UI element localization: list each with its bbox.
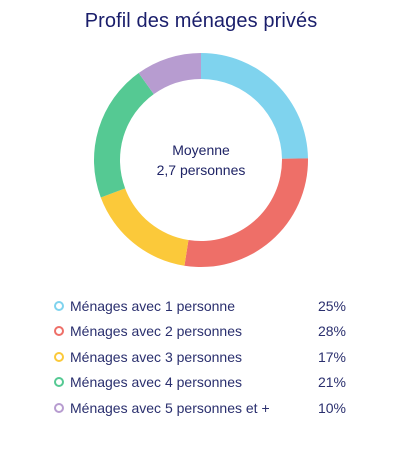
- legend-item: Ménages avec 1 personne 25%: [54, 293, 346, 319]
- donut-chart: [89, 48, 313, 272]
- legend-item: Ménages avec 4 personnes 21%: [54, 370, 346, 396]
- legend-label: Ménages avec 1 personne: [70, 297, 235, 314]
- legend-value: 10%: [317, 399, 346, 416]
- legend-item: Ménages avec 3 personnes 17%: [54, 344, 346, 370]
- legend-marker-icon: [54, 300, 64, 311]
- legend-label: Ménages avec 5 personnes et +: [70, 399, 270, 416]
- legend-label: Ménages avec 3 personnes: [70, 348, 242, 365]
- legend-value: 28%: [317, 323, 346, 340]
- legend-label: Ménages avec 2 personnes: [70, 323, 242, 340]
- legend-label: Ménages avec 4 personnes: [70, 374, 242, 391]
- donut-segment-3: [100, 188, 189, 266]
- donut-segment-5: [138, 53, 201, 95]
- legend-marker-icon: [54, 351, 64, 362]
- legend-value: 17%: [317, 348, 346, 365]
- legend-value: 21%: [317, 374, 346, 391]
- legend-value: 25%: [317, 297, 346, 314]
- legend-item: Ménages avec 5 personnes et + 10%: [54, 395, 346, 421]
- donut-segment-1: [201, 53, 308, 159]
- donut-segment-4: [93, 73, 154, 198]
- legend-marker-icon: [54, 326, 64, 337]
- donut-svg: [93, 53, 308, 267]
- donut-segment-2: [184, 158, 308, 267]
- legend-marker-icon: [54, 402, 64, 413]
- chart-legend: Ménages avec 1 personne 25% Ménages avec 2…: [54, 293, 346, 421]
- legend-item: Ménages avec 2 personnes 28%: [54, 319, 346, 345]
- center-label-title: Moyenne: [172, 142, 230, 158]
- donut-center-label: Moyenne 2,7 personnes: [89, 48, 313, 272]
- chart-title: Profil des ménages privés: [84, 10, 318, 32]
- legend-marker-icon: [54, 377, 64, 388]
- center-label-value: 2,7 personnes: [156, 162, 246, 178]
